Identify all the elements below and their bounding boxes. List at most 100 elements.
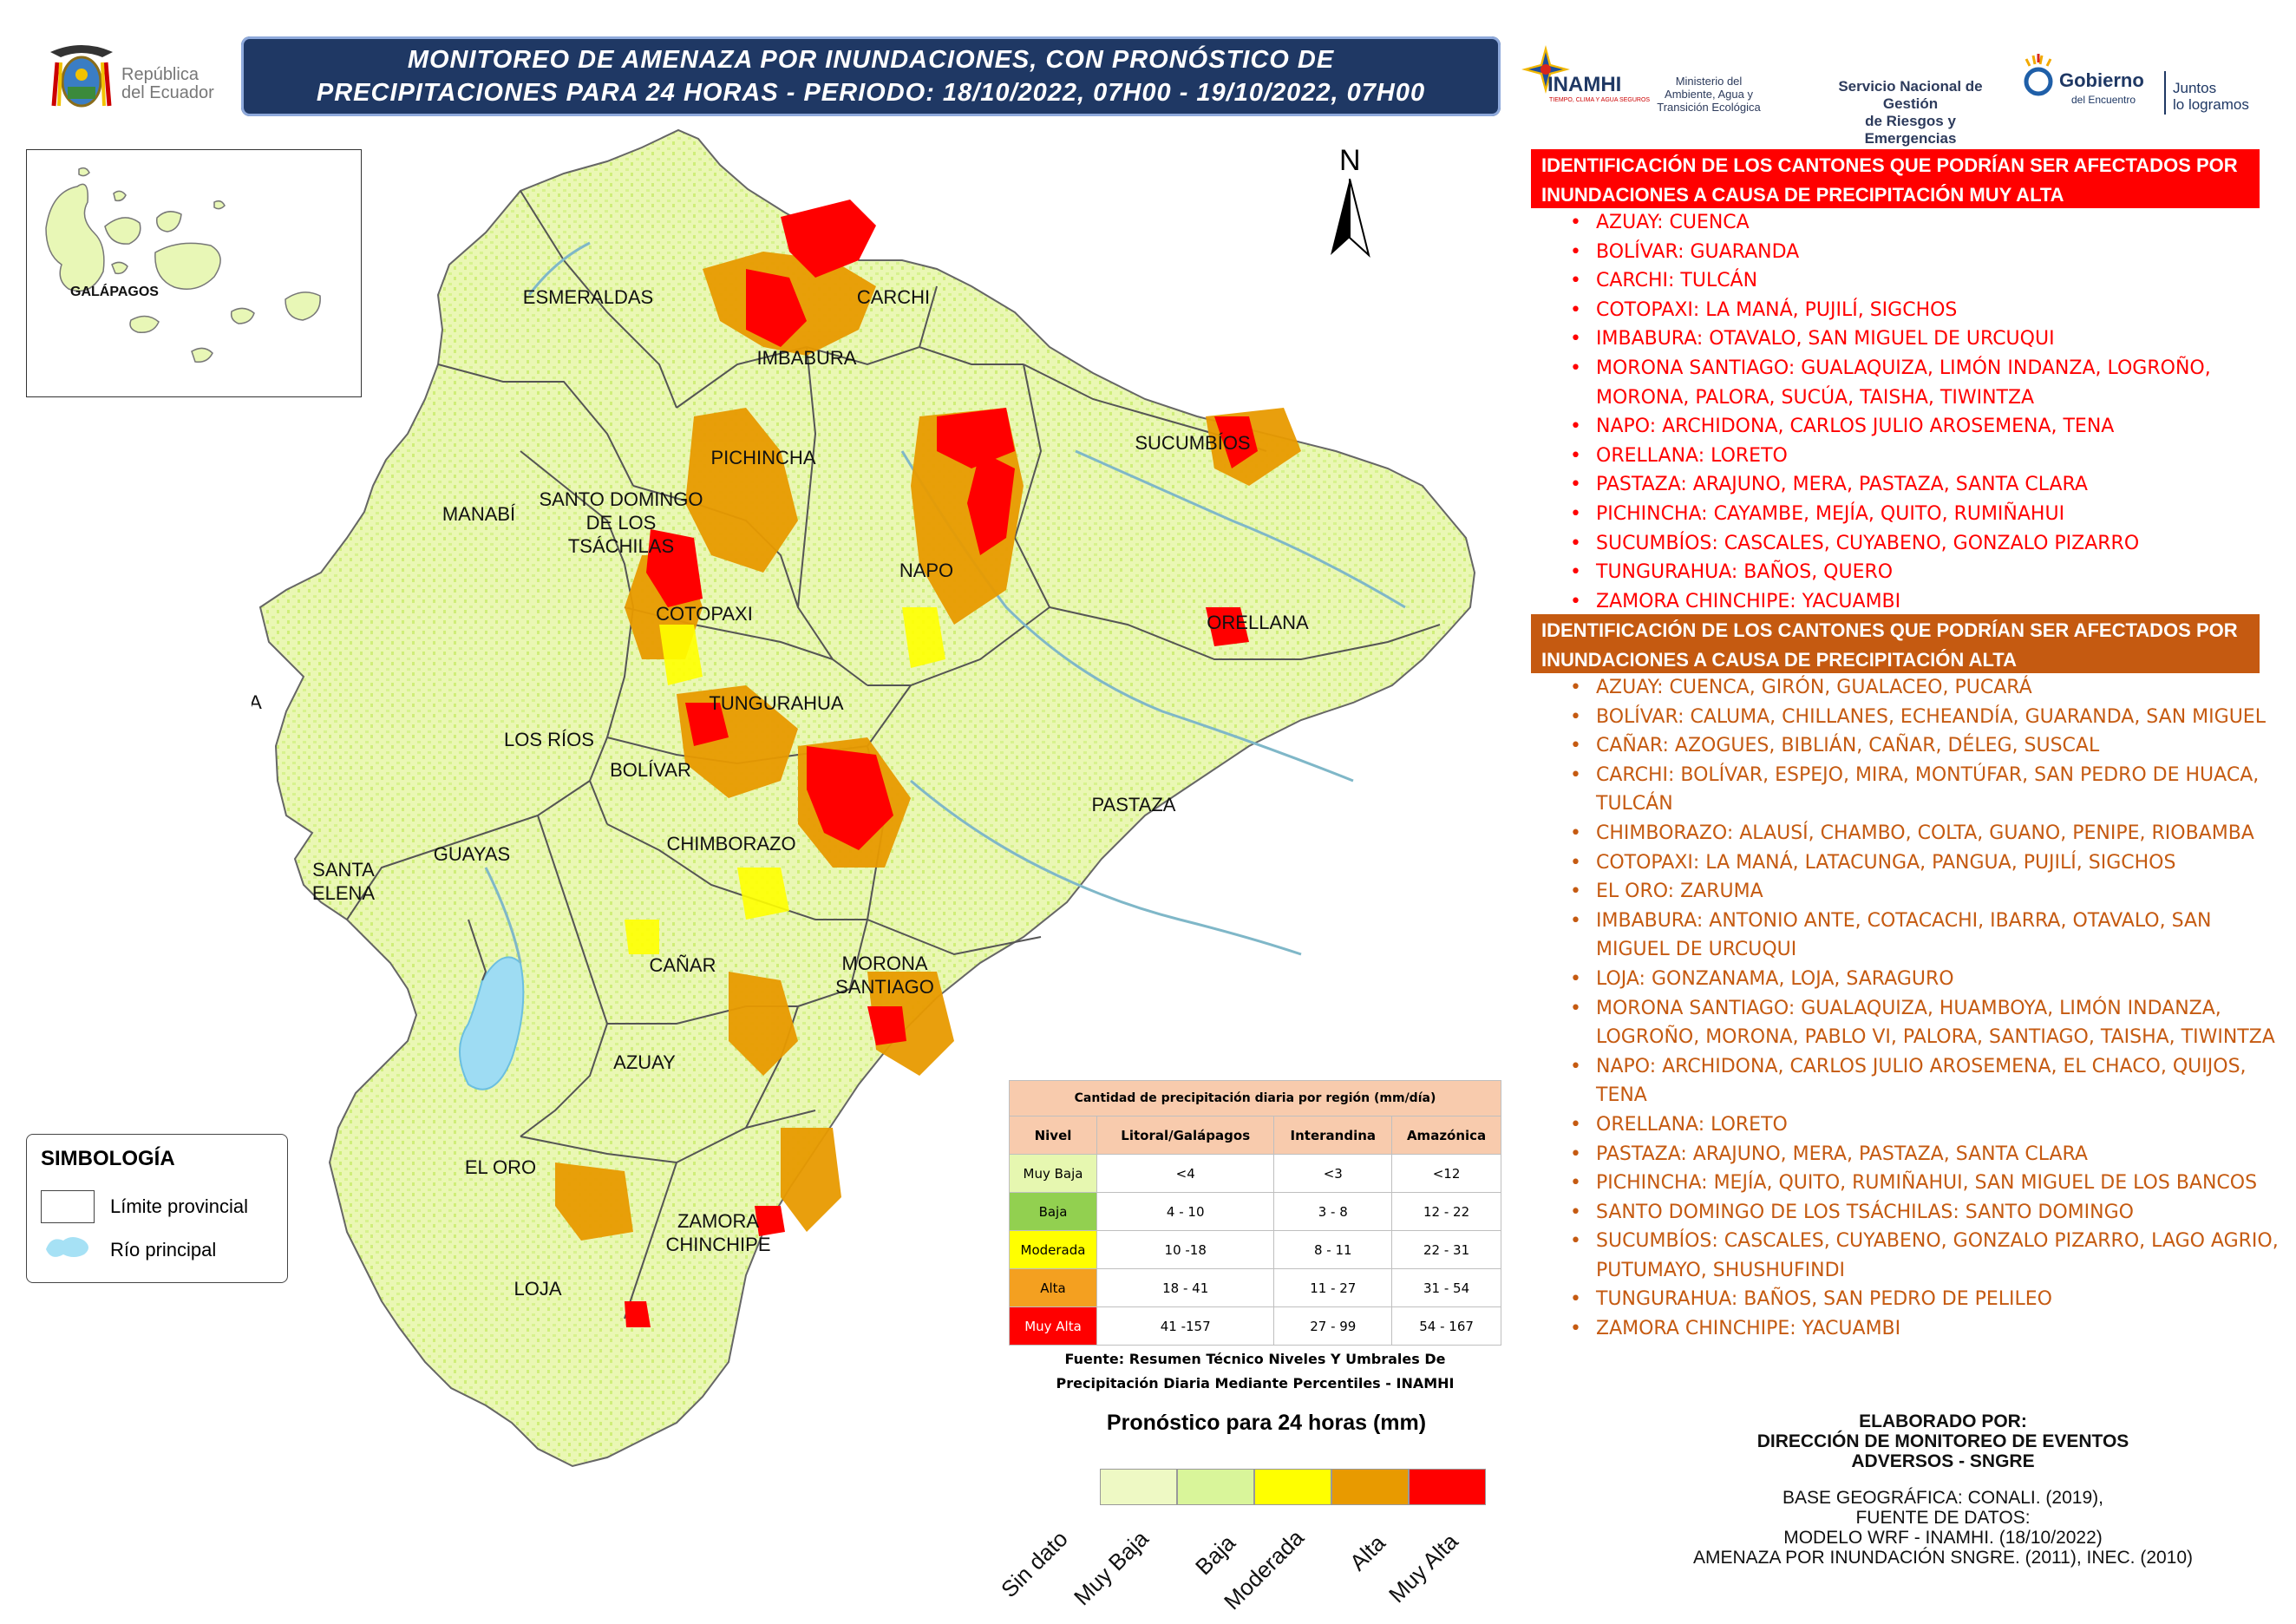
label-azuay: AZUAY	[613, 1051, 676, 1073]
table-header: Amazónica	[1391, 1116, 1501, 1155]
list-item: COTOPAXI: LA MANÁ, LATACUNGA, PANGUA, PU…	[1570, 848, 2290, 878]
table-cell: 31 - 54	[1391, 1268, 1501, 1307]
list-item: PASTAZA: ARAJUNO, MERA, PASTAZA, SANTA C…	[1570, 1140, 2290, 1169]
precip-moderada-areas	[625, 607, 945, 954]
legend-swatch-alta	[1331, 1469, 1409, 1505]
title-banner: MONITOREO DE AMENAZA POR INUNDACIONES, C…	[241, 36, 1501, 116]
table-cell: 22 - 31	[1391, 1230, 1501, 1269]
table-source-line2: Precipitación Diaria Mediante Percentile…	[1056, 1375, 1455, 1392]
symbology-title: SIMBOLOGÍA	[41, 1147, 175, 1170]
table-source-line1: Fuente: Resumen Técnico Niveles Y Umbral…	[1064, 1351, 1446, 1367]
muyalta-header: IDENTIFICACIÓN DE LOS CANTONES QUE PODRÍ…	[1531, 149, 2260, 208]
ministerio-line2: Ambiente, Agua y	[1665, 88, 1753, 101]
table-cell: <12	[1391, 1154, 1501, 1193]
republica-logo-text: República del Ecuador	[121, 66, 214, 102]
table-cell: 10 -18	[1096, 1230, 1275, 1269]
table-cell: 11 - 27	[1273, 1268, 1393, 1307]
legend-label-muyalta: Muy Alta	[1383, 1528, 1463, 1608]
juntos-logo: Juntos lo logramos	[2173, 80, 2249, 113]
galapagos-label: GALÁPAGOS	[70, 283, 159, 299]
north-arrow: N	[1325, 144, 1377, 258]
ecuador-map: ESMERALDAS CARCHI IMBABURA SUCUMBÍOS PIC…	[252, 128, 1476, 1468]
gulf-water	[459, 956, 525, 1090]
label-manabi: MANABÍ	[442, 503, 516, 525]
label-loja: LOJA	[513, 1278, 561, 1300]
juntos-line1: Juntos	[2173, 80, 2217, 96]
alta-header-line2: INUNDACIONES A CAUSA DE PRECIPITACIÓN AL…	[1541, 649, 2017, 671]
label-zamora-1: ZAMORA	[677, 1210, 759, 1232]
level-cell: Muy Alta	[1009, 1306, 1097, 1346]
table-row: Muy Baja <4 <3 <12	[1009, 1154, 1501, 1193]
title-line1: MONITOREO DE AMENAZA POR INUNDACIONES, C…	[407, 46, 1335, 74]
ministerio-line3: Transición Ecológica	[1657, 101, 1761, 114]
list-item: TUNGURAHUA: BAÑOS, SAN PEDRO DE PELILEO	[1570, 1285, 2290, 1314]
table-row: Alta 18 - 41 11 - 27 31 - 54	[1009, 1268, 1501, 1307]
list-item: CAÑAR: AZOGUES, BIBLIÁN, CAÑAR, DÉLEG, S…	[1570, 731, 2290, 761]
level-cell: Moderada	[1009, 1230, 1097, 1269]
ministerio-logo: Ministerio del Ambiente, Agua y Transici…	[1652, 75, 1765, 114]
table-header: Interandina	[1273, 1116, 1393, 1155]
legend-label-alta: Alta	[1344, 1529, 1390, 1576]
list-item: PASTAZA: ARAJUNO, MERA, PASTAZA, SANTA C…	[1570, 470, 2290, 500]
credit-line4: BASE GEOGRÁFICA: CONALI. (2019),	[1783, 1488, 2103, 1508]
list-item: COTOPAXI: LA MANÁ, PUJILÍ, SIGCHOS	[1570, 296, 2290, 325]
sngre-line2: de Riesgos y Emergencias	[1864, 113, 1957, 147]
legend-label-sindato: Sin dato	[996, 1525, 1073, 1603]
label-guayas: GUAYAS	[434, 843, 510, 865]
list-item: TUNGURAHUA: BAÑOS, QUERO	[1570, 558, 2290, 587]
label-orellana: ORELLANA	[1207, 612, 1309, 633]
muyalta-canton-list: AZUAY: CUENCA BOLÍVAR: GUARANDA CARCHI: …	[1570, 208, 2290, 616]
label-sdt-2: DE LOS	[586, 512, 657, 534]
inamhi-name: INAMHI	[1547, 73, 1622, 96]
juntos-line2: lo logramos	[2173, 96, 2249, 113]
province-boundary-swatch	[41, 1190, 95, 1223]
credits-elaborado: ELABORADO POR: DIRECCIÓN DE MONITOREO DE…	[1631, 1411, 2255, 1471]
legend-swatch-muyalta	[1409, 1469, 1486, 1505]
table-row: Baja 4 - 10 3 - 8 12 - 22	[1009, 1192, 1501, 1231]
credit-line7: AMENAZA POR INUNDACIÓN SNGRE. (2011), IN…	[1692, 1548, 2194, 1568]
list-item: ZAMORA CHINCHIPE: YACUAMBI	[1570, 1314, 2290, 1344]
credits-sources: BASE GEOGRÁFICA: CONALI. (2019), FUENTE …	[1631, 1488, 2255, 1568]
province-labels: ESMERALDAS CARCHI IMBABURA SUCUMBÍOS PIC…	[252, 286, 1309, 1300]
table-cell: <3	[1273, 1154, 1393, 1193]
gobierno-line1: Gobierno	[2059, 69, 2144, 91]
alta-canton-list: AZUAY: CUENCA, GIRÓN, GUALACEO, PUCARÁ B…	[1570, 673, 2290, 1344]
legend-label-baja: Baja	[1190, 1529, 1241, 1581]
inamhi-logo: INAMHI TIEMPO, CLIMA Y AGUA SEGUROS	[1520, 43, 1650, 113]
north-label: N	[1339, 144, 1361, 177]
list-item: CARCHI: TULCÁN	[1570, 266, 2290, 296]
alta-header-line1: IDENTIFICACIÓN DE LOS CANTONES QUE PODRÍ…	[1541, 619, 2238, 641]
title-line2: PRECIPITACIONES PARA 24 HORAS - PERIODO:…	[316, 79, 1426, 107]
ministerio-line1: Ministerio del	[1675, 75, 1743, 88]
gobierno-line2: del Encuentro	[2071, 94, 2136, 106]
list-item: BOLÍVAR: CALUMA, CHILLANES, ECHEANDÍA, G…	[1570, 703, 2290, 732]
list-item: IMBABURA: ANTONIO ANTE, COTACACHI, IBARR…	[1570, 907, 2290, 965]
label-tungurahua: TUNGURAHUA	[709, 692, 844, 714]
legend-swatch-baja	[1177, 1469, 1254, 1505]
label-cotopaxi: COTOPAXI	[656, 603, 753, 625]
list-item: EL ORO: ZARUMA	[1570, 877, 2290, 907]
north-arrow-icon	[1331, 179, 1370, 258]
legend-label-muybaja: Muy Baja	[1069, 1525, 1154, 1611]
river-swatch-icon	[43, 1232, 93, 1261]
credit-line1: ELABORADO POR:	[1859, 1411, 2027, 1431]
legend-swatch-moderada	[1254, 1469, 1331, 1505]
level-cell: Muy Baja	[1009, 1154, 1097, 1193]
label-chimborazo: CHIMBORAZO	[666, 833, 795, 855]
legend-swatch-muybaja	[1100, 1469, 1177, 1505]
label-napo: NAPO	[899, 560, 953, 581]
credit-line2: DIRECCIÓN DE MONITOREO DE EVENTOS	[1756, 1431, 2129, 1451]
label-santa-elena-2: ELENA	[312, 882, 375, 904]
label-pastaza: PASTAZA	[1092, 794, 1176, 815]
symbology-item-river: Río principal	[110, 1239, 217, 1261]
table-source: Fuente: Resumen Técnico Niveles Y Umbral…	[1009, 1347, 1501, 1396]
list-item: ZAMORA CHINCHIPE: YACUAMBI	[1570, 587, 2290, 617]
label-carchi: CARCHI	[857, 286, 930, 308]
label-sucumbios: SUCUMBÍOS	[1135, 432, 1250, 454]
republica-line1: República	[121, 65, 199, 84]
list-item: ORELLANA: LORETO	[1570, 442, 2290, 471]
table-header: Litoral/Galápagos	[1096, 1116, 1275, 1155]
list-item: CARCHI: BOLÍVAR, ESPEJO, MIRA, MONTÚFAR,…	[1570, 761, 2290, 819]
muyalta-header-line2: INUNDACIONES A CAUSA DE PRECIPITACIÓN MU…	[1541, 184, 2064, 206]
list-item: PICHINCHA: CAYAMBE, MEJÍA, QUITO, RUMIÑA…	[1570, 500, 2290, 529]
